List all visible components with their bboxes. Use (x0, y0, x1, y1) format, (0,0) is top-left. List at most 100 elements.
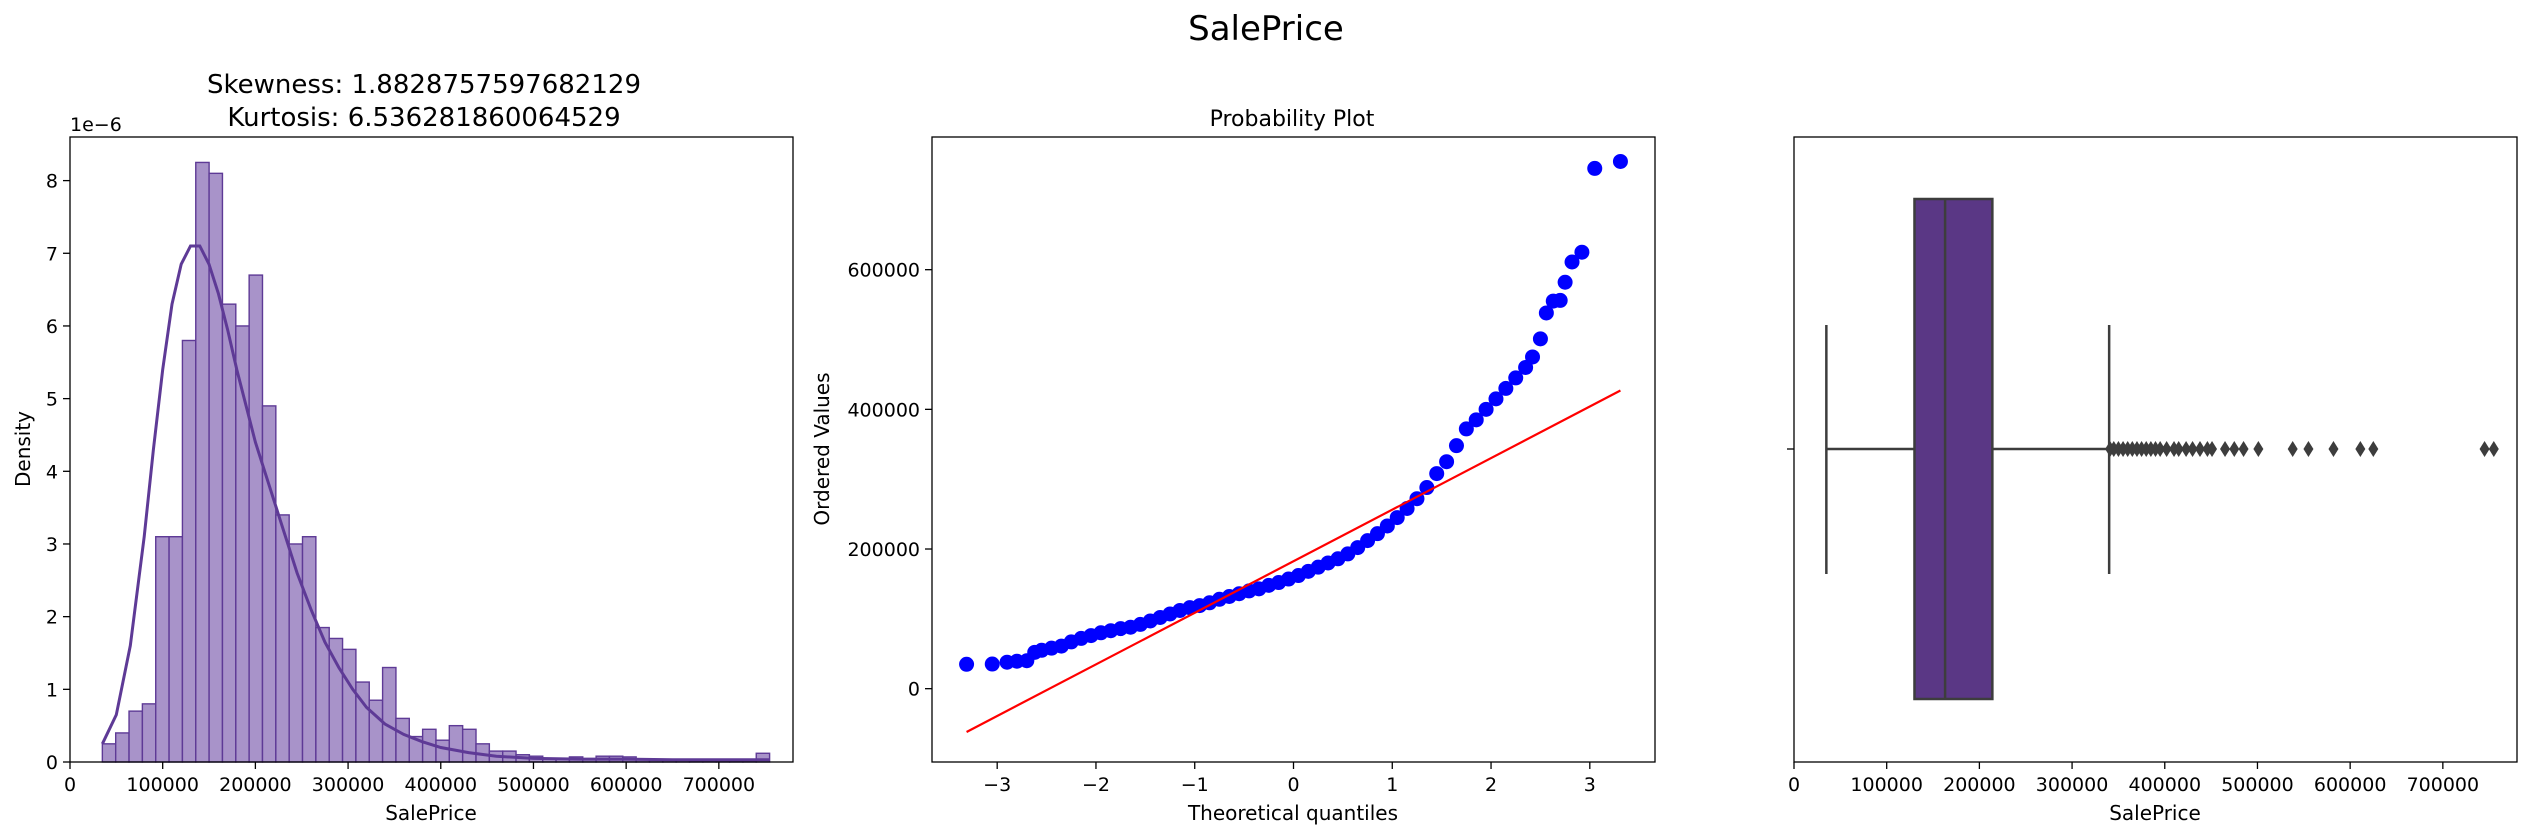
box-xtick-label: 100000 (1850, 774, 1923, 796)
prob-point (1488, 391, 1504, 407)
hist-ytick-label: 8 (46, 171, 58, 193)
hist-bar (341, 648, 357, 763)
box-outlier (2229, 441, 2240, 457)
prob-xtick-label: 0 (1287, 774, 1299, 796)
prob-point (1587, 160, 1603, 176)
probability-plot-panel: Probability Plot −3 −2 −1 0 1 2 3 0 200000 400000… (810, 107, 1656, 825)
box-xtick-label: 400000 (2129, 774, 2202, 796)
hist-bar (395, 717, 410, 763)
boxplot (1825, 197, 2499, 701)
box-outlier (2253, 441, 2264, 457)
hist-bar (248, 274, 264, 763)
box-xtick-label: 500000 (2221, 774, 2294, 796)
box-outlier (2328, 441, 2339, 457)
box-outlier (2173, 441, 2184, 457)
hist-bar (368, 699, 384, 763)
hist-bar (141, 703, 157, 763)
hist-bar (275, 514, 290, 763)
hist-title-line-1: Skewness: 1.8828757597682129 (207, 70, 641, 100)
hist-xtick-label: 600000 (590, 774, 663, 796)
hist-ytick-label: 0 (46, 752, 58, 774)
prob-ytick-label: 600000 (847, 260, 920, 282)
prob-title: Probability Plot (1210, 107, 1375, 132)
hist-ytick-label: 2 (46, 607, 58, 629)
box-outlier (2479, 441, 2490, 457)
figure-suptitle: SalePrice (1188, 9, 1344, 49)
box-outlier (2303, 441, 2314, 457)
hist-xtick-label: 400000 (405, 774, 478, 796)
hist-ytick-label: 4 (46, 461, 58, 483)
prob-xtick-label: −2 (1082, 774, 1110, 796)
hist-xtick-label: 100000 (126, 774, 199, 796)
prob-xtick-label: −1 (1181, 774, 1209, 796)
hist-ytick-label: 1 (46, 679, 58, 701)
box-plot-frame (1793, 136, 2518, 763)
hist-bar (328, 637, 344, 763)
hist-ytick-label: 5 (46, 389, 58, 411)
box-outlier (2207, 441, 2218, 457)
hist-bar (208, 172, 224, 763)
prob-point (1498, 380, 1514, 396)
hist-bar (155, 536, 170, 763)
prob-point (1429, 466, 1445, 482)
prob-point (1379, 518, 1395, 534)
hist-plot-frame (69, 136, 794, 763)
prob-xtick-label: 3 (1584, 774, 1596, 796)
hist-bar (448, 724, 464, 763)
prob-point (1552, 292, 1568, 308)
prob-point (1508, 370, 1524, 386)
hist-title-line-2: Kurtosis: 6.536281860064529 (227, 103, 620, 133)
box-outlier (2488, 441, 2499, 457)
box-xlabel: SalePrice (2109, 801, 2201, 825)
box-outlier (2368, 441, 2379, 457)
box-xtick-label: 200000 (1943, 774, 2016, 796)
histogram-panel: Skewness: 1.8828757597682129 Kurtosis: 6… (11, 70, 794, 825)
box-iqr (1913, 197, 1994, 701)
hist-bar (128, 710, 144, 763)
prob-ytick-label: 200000 (847, 539, 920, 561)
hist-bar (461, 728, 477, 763)
box-outlier (2287, 441, 2298, 457)
hist-bar (181, 339, 197, 763)
hist-bar (381, 666, 397, 763)
prob-point (1439, 454, 1455, 470)
box-xtick-label: 600000 (2314, 774, 2387, 796)
prob-point (1419, 480, 1435, 496)
box-xtick-label: 0 (1788, 774, 1800, 796)
box-outlier (2238, 441, 2249, 457)
box-xtick-label: 300000 (2036, 774, 2109, 796)
hist-bar (288, 543, 304, 763)
hist-ytick-label: 3 (46, 534, 58, 556)
hist-xtick-label: 700000 (683, 774, 756, 796)
box-outlier (2187, 441, 2198, 457)
prob-ytick-label: 0 (908, 679, 920, 701)
prob-point (1448, 438, 1464, 454)
box-xtick-label: 700000 (2407, 774, 2480, 796)
hist-xlabel: SalePrice (385, 801, 477, 825)
box-outlier (2155, 441, 2166, 457)
prob-point (984, 656, 1000, 672)
prob-plot-frame (931, 136, 1656, 763)
box-outlier (2181, 441, 2192, 457)
box-outlier (2220, 441, 2231, 457)
prob-ylabel: Ordered Values (810, 372, 834, 525)
prob-fit-line (966, 389, 1621, 733)
prob-point (1612, 153, 1628, 169)
hist-xtick-label: 0 (64, 774, 76, 796)
box-outlier (2161, 441, 2172, 457)
hist-offset-text: 1e−6 (70, 114, 122, 136)
boxplot-panel: 0 100000 200000 300000 400000 500000 600000 700… (1787, 136, 2518, 825)
hist-bar (261, 405, 277, 763)
hist-bar (221, 303, 237, 763)
hist-ytick-label: 7 (46, 243, 58, 265)
box-outlier (2355, 441, 2366, 457)
box-outlier (2194, 441, 2205, 457)
prob-xtick-label: 1 (1386, 774, 1398, 796)
prob-point (1389, 510, 1405, 526)
hist-xtick-label: 300000 (312, 774, 385, 796)
hist-kde-line (101, 244, 770, 762)
hist-bar (301, 536, 317, 763)
hist-bar (101, 743, 117, 763)
prob-point (1538, 305, 1554, 321)
prob-point (1574, 244, 1590, 260)
